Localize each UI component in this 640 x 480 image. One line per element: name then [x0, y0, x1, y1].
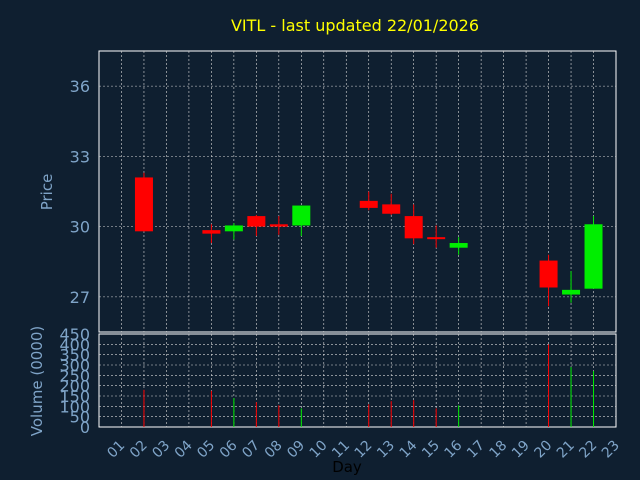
candle-body — [427, 237, 446, 240]
candle-body — [539, 260, 558, 288]
price-tick-label: 36 — [70, 77, 90, 96]
candle-body — [224, 225, 243, 232]
candle-body — [382, 204, 401, 214]
candle-body — [449, 243, 468, 248]
candle-body — [359, 200, 378, 208]
candle-body — [404, 216, 423, 239]
volume-bars — [143, 344, 595, 427]
x-tick-label: 09 — [284, 438, 308, 462]
candle-body — [584, 224, 603, 289]
volume-tick-label: 450 — [59, 325, 90, 344]
candle-body — [134, 177, 153, 232]
chart-title: VITL - last updated 22/01/2026 — [231, 16, 479, 35]
volume-tick-label: 250 — [59, 366, 90, 385]
volume-tick-label: 100 — [59, 397, 90, 416]
x-tick-label: 03 — [149, 438, 173, 462]
x-tick-label: 23 — [599, 438, 623, 462]
x-tick-label: 02 — [127, 438, 151, 462]
x-tick-label: 01 — [104, 438, 128, 462]
candles — [134, 172, 603, 307]
volume-tick-label: 400 — [59, 335, 90, 354]
volume-tick-label: 200 — [59, 377, 90, 396]
price-tick-label: 33 — [70, 147, 90, 166]
x-tick-label: 17 — [464, 438, 488, 462]
x-axis-label: Day — [332, 458, 362, 476]
x-tick-label: 21 — [554, 438, 578, 462]
candle-body — [269, 224, 288, 227]
x-axis-ticks: 0102030405060708091011121314151617181920… — [104, 437, 622, 461]
candle-body — [202, 230, 221, 234]
x-tick-label: 22 — [576, 438, 600, 462]
price-axis-label: Price — [38, 174, 56, 211]
price-tick-label: 30 — [70, 218, 90, 237]
volume-panel-frame — [98, 333, 617, 428]
x-tick-label: 04 — [172, 437, 196, 461]
volume-grid — [99, 334, 616, 427]
price-panel-frame — [98, 50, 617, 333]
price-tick-label: 27 — [70, 288, 90, 307]
x-tick-label: 10 — [307, 438, 331, 462]
candle-body — [562, 289, 581, 295]
x-tick-label: 08 — [262, 438, 286, 462]
x-tick-label: 18 — [487, 438, 511, 462]
x-tick-label: 14 — [397, 437, 421, 461]
volume-tick-label: 300 — [59, 356, 90, 375]
price-grid — [99, 51, 616, 332]
x-tick-label: 07 — [239, 438, 263, 462]
volume-tick-label: 50 — [70, 408, 90, 427]
volume-tick-label: 350 — [59, 346, 90, 365]
x-tick-label: 16 — [442, 437, 466, 461]
volume-axis-label: Volume (0000) — [28, 326, 46, 436]
x-tick-label: 15 — [419, 438, 443, 462]
volume-tick-label: 0 — [80, 418, 90, 437]
price-axis-ticks: 27 30 33 36 — [70, 77, 90, 307]
candle-body — [247, 216, 266, 227]
x-tick-label: 06 — [217, 437, 241, 461]
x-tick-label: 19 — [509, 438, 533, 462]
volume-tick-label: 150 — [59, 387, 90, 406]
candle-body — [292, 205, 311, 226]
x-tick-label: 05 — [194, 438, 218, 462]
x-tick-label: 13 — [374, 438, 398, 462]
x-tick-label: 20 — [531, 438, 555, 462]
